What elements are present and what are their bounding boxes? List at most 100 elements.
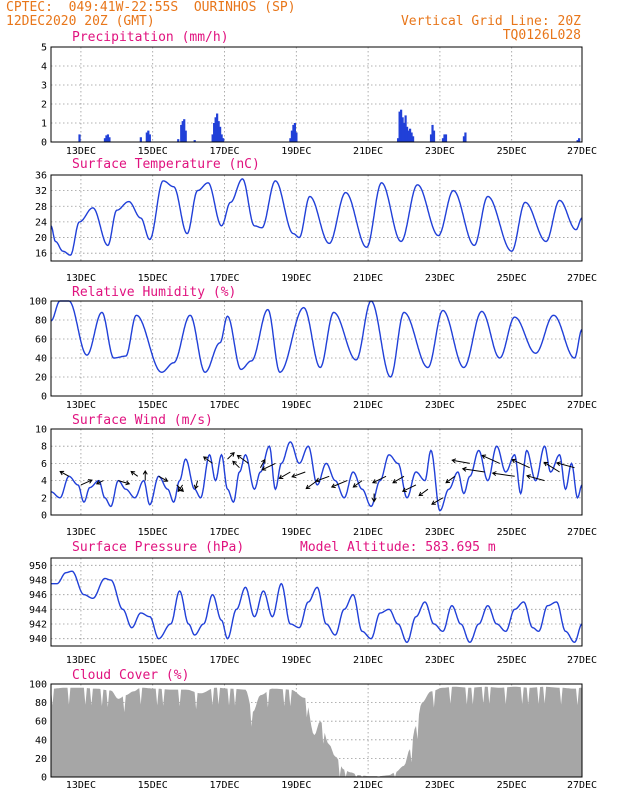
wind-vector (232, 460, 240, 469)
y-tick-label: 24 (35, 217, 47, 228)
panel-1 (50, 46, 583, 143)
precip-bar (397, 138, 400, 142)
precip-bar (193, 140, 196, 142)
wind-vector (371, 493, 377, 503)
precip-bar (177, 139, 180, 142)
precip-bar (103, 138, 107, 142)
panel-title: Precipitation (mm/h) (72, 30, 229, 45)
x-tick-label: 19DEC (281, 527, 311, 538)
y-tick-label: 1 (41, 119, 47, 130)
wind-vector (261, 462, 276, 471)
precip-bar (408, 128, 412, 142)
wind-vector (80, 479, 93, 486)
y-tick-label: 0 (41, 138, 47, 149)
y-tick-label: 2 (41, 100, 47, 111)
wind-vector (461, 466, 485, 473)
precip-bar (220, 134, 223, 142)
precip-bar (400, 109, 403, 142)
wind-vector (227, 452, 235, 460)
x-tick-label: 25DEC (497, 527, 527, 538)
precip-bar (293, 123, 297, 142)
wind-vector (511, 458, 530, 469)
precip-bar (145, 132, 148, 142)
y-tick-label: 2 (41, 493, 47, 504)
plot-frame (50, 174, 583, 262)
x-tick-label: 25DEC (497, 400, 527, 411)
x-tick-label: 17DEC (209, 400, 239, 411)
x-tick-label: 21DEC (353, 655, 383, 666)
y-tick-label: 3 (41, 81, 47, 92)
x-tick-label: 15DEC (138, 273, 168, 284)
y-tick-label: 80 (35, 698, 47, 709)
wind-vector (418, 488, 429, 497)
y-tick-label: 100 (29, 297, 47, 308)
wind-vector (95, 480, 104, 485)
precip-bar (411, 136, 415, 142)
x-tick-label: 15DEC (138, 146, 168, 157)
precip-bar (404, 115, 407, 142)
x-tick-label: 21DEC (353, 400, 383, 411)
precip-bar (222, 138, 225, 142)
precip-bar (410, 132, 413, 142)
y-tick-label: 946 (29, 590, 47, 601)
precip-bar (429, 134, 433, 142)
y-tick-label: 4 (41, 476, 47, 487)
y-tick-label: 942 (29, 620, 47, 631)
y-tick-label: 36 (35, 171, 47, 182)
panel-title: Cloud Cover (%) (72, 668, 189, 683)
precip-bar (403, 123, 406, 142)
x-tick-label: 25DEC (497, 655, 527, 666)
x-tick-label: 13DEC (66, 527, 96, 538)
header-left-line2: 12DEC2020 20Z (GMT) (6, 14, 155, 29)
wind-vector (259, 458, 266, 468)
precip-bar (462, 136, 466, 142)
precip-bar (444, 134, 448, 142)
x-tick-label: 19DEC (281, 146, 311, 157)
x-tick-label: 15DEC (138, 655, 168, 666)
wind-vector (526, 474, 545, 482)
panel-4 (50, 428, 583, 516)
header-left-line1: CPTEC: 049:41W-22:55S OURINHOS (SP) (6, 0, 296, 15)
wind-vector (451, 458, 470, 464)
y-tick-label: 10 (35, 425, 47, 436)
y-tick-label: 32 (35, 186, 47, 197)
precip-bar (214, 117, 217, 142)
wind-vector (431, 497, 444, 505)
series-line (50, 300, 583, 378)
y-tick-label: 100 (29, 680, 47, 691)
wind-vector (118, 480, 131, 486)
precip-bar (183, 119, 186, 142)
y-tick-label: 948 (29, 576, 47, 587)
y-tick-label: 28 (35, 202, 47, 213)
panel-title: Surface Wind (m/s) (72, 413, 213, 428)
plot-frame (50, 683, 583, 778)
series-line (51, 570, 583, 644)
precip-bar (464, 132, 467, 142)
y-tick-label: 20 (35, 233, 47, 244)
panel-title: Relative Humidity (%) (72, 285, 236, 300)
wind-vector (371, 475, 387, 484)
y-tick-label: 80 (35, 316, 47, 327)
precip-bar (441, 138, 445, 142)
x-tick-label: 27DEC (567, 400, 597, 411)
panel-annotation: Model Altitude: 583.695 m (300, 540, 496, 555)
precip-bar (576, 140, 579, 142)
precip-bar (219, 126, 222, 142)
panel-6 (50, 683, 583, 778)
wind-vector (555, 461, 575, 469)
wind-vector (278, 471, 291, 479)
precip-bar (180, 124, 183, 142)
wind-vector (59, 470, 70, 477)
x-tick-label: 25DEC (497, 780, 527, 791)
y-tick-label: 16 (35, 249, 47, 260)
precip-bar (184, 130, 187, 142)
precip-bar (181, 121, 184, 142)
x-tick-label: 15DEC (138, 780, 168, 791)
x-tick-label: 21DEC (353, 273, 383, 284)
precip-bar (290, 130, 294, 142)
panel-title: Surface Pressure (hPa) (72, 540, 244, 555)
precip-bar (292, 124, 295, 142)
x-tick-label: 25DEC (497, 146, 527, 157)
y-tick-label: 60 (35, 717, 47, 728)
wind-vector (491, 471, 515, 477)
